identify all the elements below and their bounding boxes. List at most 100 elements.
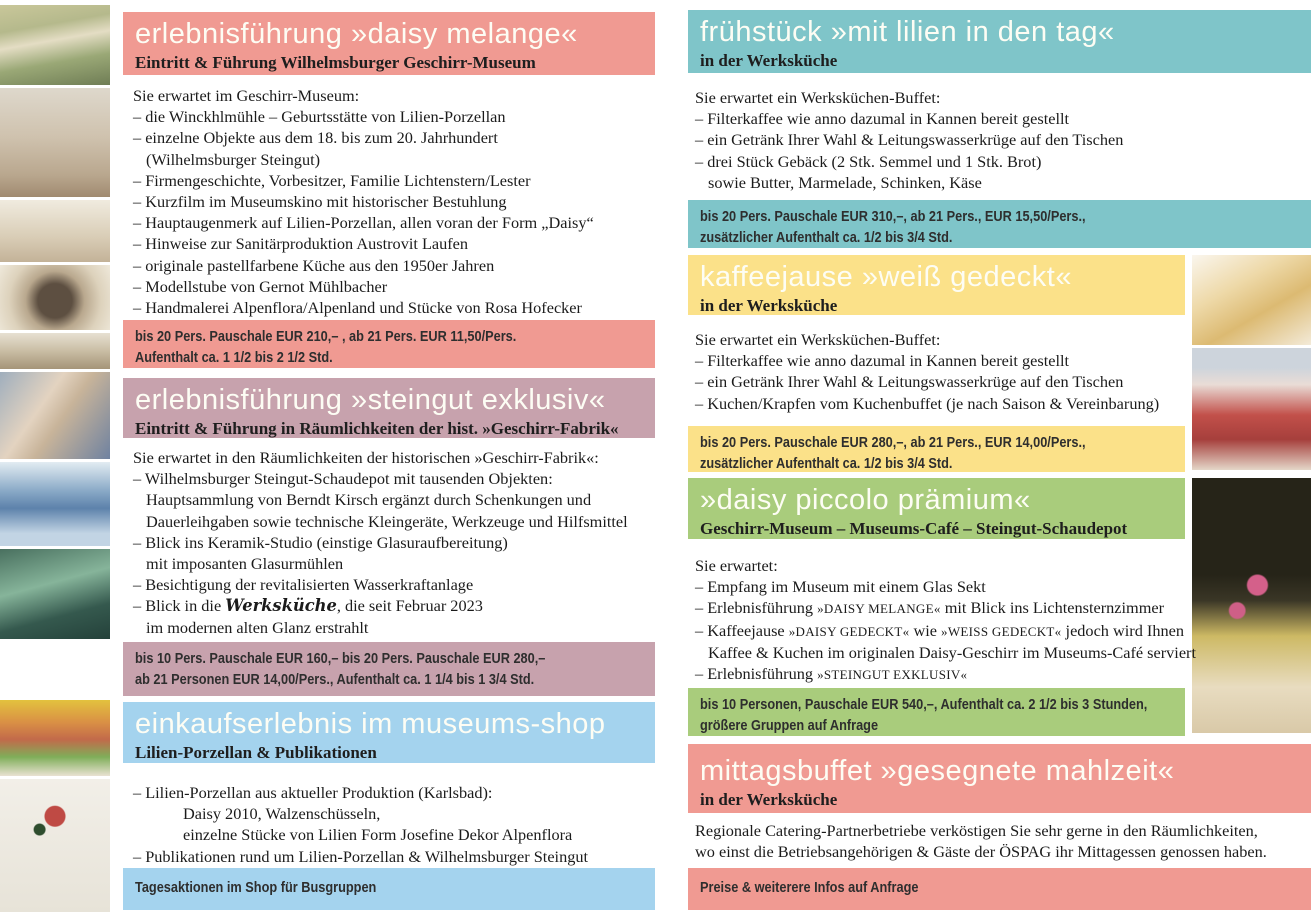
- price-line: bis 10 Pers. Pauschale EUR 160,– bis 20 …: [135, 650, 546, 667]
- section-body-daisy-melange: Sie erwartet im Geschirr-Museum: – die W…: [133, 85, 655, 318]
- section-header-mittagsbuffet: mittagsbuffet »gesegnete mahlzeit« in de…: [688, 744, 1311, 813]
- body-line-steingut-exklusiv: – Erlebnisführung »STEINGUT EXKLUSIV«: [695, 663, 1305, 685]
- body-line: mit imposanten Glasurmühlen: [146, 554, 344, 574]
- price-band-daisy-piccolo: bis 10 Personen, Pauschale EUR 540,–, Au…: [688, 688, 1185, 736]
- photo-museum-building-exterior: [0, 5, 110, 85]
- photo-blue-white-ceramic-tower: [0, 462, 110, 546]
- body-line-part: mit Blick ins Lichtensternzimmer: [940, 598, 1165, 618]
- body-line: – ein Getränk Ihrer Wahl & Leitungswasse…: [695, 130, 1124, 150]
- body-line: Dauerleihgaben sowie technische Kleinger…: [146, 511, 628, 531]
- price-line: Preise & weiterere Infos auf Anfrage: [700, 879, 919, 896]
- price-line: ab 21 Personen EUR 14,00/Pers., Aufentha…: [135, 671, 535, 688]
- body-line-part: jedoch wird Ihnen: [1061, 620, 1184, 640]
- section-header-daisy-melange: erlebnisführung »daisy melange« Eintritt…: [123, 12, 655, 75]
- body-line-werkskueche: – Blick in die Werksküche, die seit Febr…: [133, 595, 655, 616]
- section-body-museums-shop: – Lilien-Porzellan aus aktueller Produkt…: [133, 782, 655, 867]
- body-line: – originale pastellfarbene Küche aus den…: [133, 255, 495, 275]
- price-band-kaffeejause: bis 20 Pers. Pauschale EUR 280,–, ab 21 …: [688, 426, 1185, 472]
- section-title: mittagsbuffet »gesegnete mahlzeit«: [700, 755, 1175, 787]
- body-line: – Kuchen/Krapfen vom Kuchenbuffet (je na…: [695, 393, 1160, 413]
- section-subtitle: in der Werksküche: [700, 296, 838, 315]
- section-title: frühstück »mit lilien in den tag«: [700, 16, 1115, 48]
- price-line: bis 20 Pers. Pauschale EUR 310,–, ab 21 …: [700, 208, 1086, 225]
- body-line: Hauptsammlung von Berndt Kirsch ergänzt …: [146, 490, 592, 510]
- body-line: im modernen alten Glanz erstrahlt: [146, 617, 369, 637]
- body-line: Daisy 2010, Walzenschüsseln,: [183, 804, 381, 824]
- body-line: – Handmalerei Alpenflora/Alpenland und S…: [133, 298, 582, 318]
- body-line-part: – Kaffeejause: [695, 620, 789, 640]
- section-header-daisy-piccolo: »daisy piccolo prämium« Geschirr-Museum …: [688, 478, 1185, 539]
- body-line: – Besichtigung der revitalisierten Wasse…: [133, 575, 474, 595]
- section-body-steingut-exklusiv: Sie erwartet in den Räumlichkeiten der h…: [133, 447, 655, 638]
- price-line: bis 20 Pers. Pauschale EUR 280,–, ab 21 …: [700, 434, 1086, 451]
- body-line: – Kurzfilm im Museumskino mit historisch…: [133, 192, 507, 212]
- section-header-fruehstueck: frühstück »mit lilien in den tag« in der…: [688, 10, 1311, 73]
- smallcaps-daisy-melange: »DAISY MELANGE«: [817, 601, 941, 617]
- werkskueche-script-word: Werksküche: [225, 596, 337, 616]
- photo-porcelain-painter: [0, 372, 110, 459]
- body-line: – Filterkaffee wie anno dazumal in Kanne…: [695, 109, 1070, 129]
- body-line: – Blick ins Keramik-Studio (einstige Gla…: [133, 532, 508, 552]
- body-line: – Lilien-Porzellan aus aktueller Produkt…: [133, 783, 493, 802]
- info-band-museums-shop: Tagesaktionen im Shop für Busgruppen: [123, 868, 655, 910]
- section-subtitle: Eintritt & Führung Wilhelmsburger Geschi…: [135, 53, 536, 72]
- body-line: Sie erwartet ein Werksküchen-Buffet:: [695, 88, 941, 107]
- body-line: Sie erwartet:: [695, 556, 778, 575]
- price-band-steingut-exklusiv: bis 10 Pers. Pauschale EUR 160,– bis 20 …: [123, 642, 655, 696]
- smallcaps-daisy-gedeckt: »DAISY GEDECKT«: [788, 623, 910, 639]
- price-line: bis 20 Pers. Pauschale EUR 210,– , ab 21…: [135, 328, 517, 345]
- body-line: – Firmengeschichte, Vorbesitzer, Familie…: [133, 170, 531, 190]
- photo-water-power-plant: [0, 549, 110, 639]
- body-line: Sie erwartet in den Räumlichkeiten der h…: [133, 448, 599, 467]
- body-line: Kaffee & Kuchen im originalen Daisy-Gesc…: [708, 642, 1196, 662]
- price-band-daisy-melange: bis 20 Pers. Pauschale EUR 210,– , ab 21…: [123, 320, 655, 368]
- body-line-daisy-gedeckt: – Kaffeejause »DAISY GEDECKT« wie »WEISS…: [695, 620, 1305, 642]
- price-line: größere Gruppen auf Anfrage: [700, 717, 879, 734]
- body-line: – Modellstube von Gernot Mühlbacher: [133, 276, 388, 296]
- photo-werkskueche-interior: [0, 88, 110, 197]
- body-line: – Hinweise zur Sanitärproduktion Austrov…: [133, 234, 469, 254]
- body-line: – Wilhelmsburger Steingut-Schaudepot mit…: [133, 469, 553, 489]
- section-body-daisy-piccolo: Sie erwartet: – Empfang im Museum mit ei…: [695, 555, 1305, 685]
- body-line-part: , die seit Februar 2023: [336, 596, 483, 616]
- section-subtitle: Geschirr-Museum – Museums-Café – Steingu…: [700, 519, 1128, 538]
- section-title: »daisy piccolo prämium«: [700, 484, 1031, 516]
- smallcaps-weiss-gedeckt: »WEISS GEDECKT«: [941, 623, 1062, 639]
- body-line: – ein Getränk Ihrer Wahl & Leitungswasse…: [695, 372, 1124, 392]
- body-line: – Hauptaugenmerk auf Lilien-Porzellan, a…: [133, 213, 594, 233]
- body-line: Regionale Catering-Partnerbetriebe verkö…: [695, 821, 1258, 840]
- section-title: erlebnisführung »daisy melange«: [135, 18, 578, 50]
- section-title: kaffeejause »weiß gedeckt«: [700, 261, 1072, 293]
- section-header-kaffeejause: kaffeejause »weiß gedeckt« in der Werksk…: [688, 255, 1185, 315]
- price-line: zusätzlicher Aufenthalt ca. 1/2 bis 3/4 …: [700, 455, 953, 472]
- body-line-daisy-melange: – Erlebnisführung »DAISY MELANGE« mit Bl…: [695, 597, 1305, 619]
- body-line-part: – Erlebnisführung: [695, 598, 818, 618]
- photo-plate-stack: [0, 333, 110, 369]
- info-band-mittagsbuffet: Preise & weiterere Infos auf Anfrage: [688, 868, 1311, 910]
- section-title: einkaufserlebnis im museums-shop: [135, 708, 606, 740]
- photo-flower-decor-jug: [0, 779, 110, 912]
- body-line-part: – Erlebnisführung: [695, 664, 818, 684]
- section-title: erlebnisführung »steingut exklusiv«: [135, 384, 606, 416]
- section-subtitle: Lilien-Porzellan & Publikationen: [135, 743, 377, 762]
- body-line: – die Winckhlmühle – Geburtsstätte von L…: [133, 107, 506, 127]
- smallcaps-steingut-exklusiv: »STEINGUT EXKLUSIV«: [817, 667, 968, 683]
- body-line: – Publikationen rund um Lilien-Porzellan…: [133, 846, 589, 866]
- photo-stacked-bowls: [0, 200, 110, 262]
- body-line: – Empfang im Museum mit einem Glas Sekt: [695, 577, 986, 597]
- section-subtitle: Eintritt & Führung in Räumlichkeiten der…: [135, 419, 619, 438]
- body-line-part: wie: [909, 620, 942, 640]
- body-line: sowie Butter, Marmelade, Schinken, Käse: [708, 172, 982, 192]
- section-header-museums-shop: einkaufserlebnis im museums-shop Lilien-…: [123, 702, 655, 763]
- price-line: Tagesaktionen im Shop für Busgruppen: [135, 879, 377, 896]
- body-line: Sie erwartet im Geschirr-Museum:: [133, 86, 360, 105]
- photo-flower-table-setting: [1192, 478, 1311, 733]
- body-line: Sie erwartet ein Werksküchen-Buffet:: [695, 330, 941, 349]
- price-band-fruehstueck: bis 20 Pers. Pauschale EUR 310,–, ab 21 …: [688, 200, 1311, 248]
- photo-pastry-buffet: [1192, 255, 1311, 345]
- price-line: zusätzlicher Aufenthalt ca. 1/2 bis 3/4 …: [700, 229, 953, 246]
- price-line: bis 10 Personen, Pauschale EUR 540,–, Au…: [700, 696, 1148, 713]
- body-line: – Filterkaffee wie anno dazumal in Kanne…: [695, 351, 1070, 371]
- body-line: wo einst die Betriebsangehörigen & Gäste…: [695, 842, 1267, 862]
